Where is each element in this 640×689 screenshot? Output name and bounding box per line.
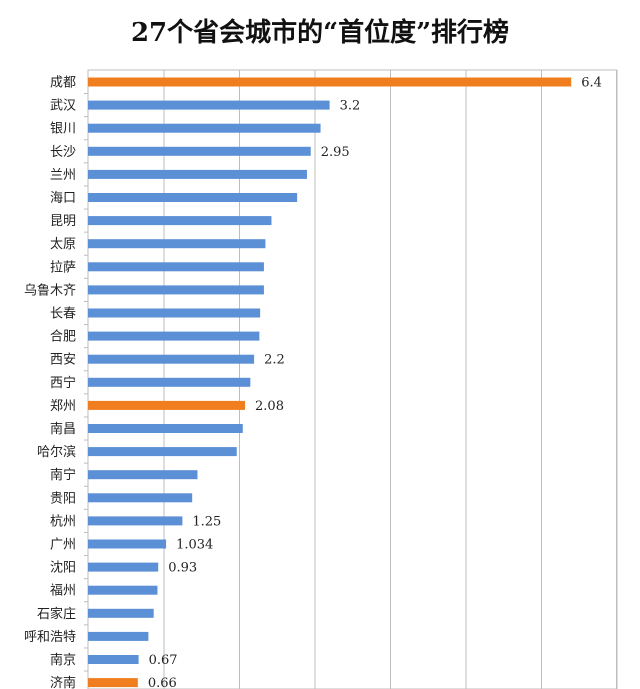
category-label: 广州 <box>50 538 76 553</box>
data-label: 3.2 <box>340 99 361 114</box>
bar <box>88 331 260 341</box>
category-label: 济南 <box>50 675 76 689</box>
data-label: 2.2 <box>264 353 285 368</box>
category-label: 南昌 <box>50 421 76 437</box>
bar <box>88 262 264 272</box>
highlighted-bar <box>88 678 138 688</box>
bar <box>88 470 198 480</box>
category-label: 呼和浩特 <box>24 630 76 645</box>
category-label: 杭州 <box>50 514 76 529</box>
bar <box>88 608 154 618</box>
bar <box>88 585 158 595</box>
bar <box>88 562 159 572</box>
category-label: 南京 <box>50 652 76 668</box>
category-label: 昆明 <box>50 214 76 229</box>
category-label: 乌鲁木齐 <box>24 282 76 298</box>
bar <box>88 123 321 133</box>
bar <box>88 655 139 664</box>
data-label: 6.4 <box>581 76 602 91</box>
bar <box>88 516 183 526</box>
highlighted-bar <box>88 77 572 87</box>
chart-title: 27个省会城市的“首位度”排行榜 <box>130 18 510 48</box>
bar <box>88 493 193 503</box>
bar <box>88 100 330 110</box>
category-label: 武汉 <box>50 99 76 114</box>
bar <box>88 447 237 457</box>
bar <box>88 193 298 202</box>
bar <box>88 239 266 249</box>
category-label: 合肥 <box>50 330 76 345</box>
category-label: 海口 <box>50 191 76 206</box>
bar <box>88 216 272 226</box>
data-label: 0.66 <box>148 676 177 689</box>
category-label: 兰州 <box>50 168 76 183</box>
bar <box>88 308 261 318</box>
bar <box>88 146 311 156</box>
category-label: 太原 <box>50 237 76 252</box>
data-label: 1.034 <box>176 538 213 553</box>
highlighted-bar <box>88 400 246 410</box>
data-label: 0.93 <box>168 561 197 576</box>
category-label: 长春 <box>50 307 76 322</box>
category-label: 银川 <box>50 122 76 137</box>
data-label: 1.25 <box>192 514 221 529</box>
data-label: 2.95 <box>321 145 350 160</box>
category-label: 沈阳 <box>50 561 76 576</box>
bar <box>88 539 167 549</box>
category-label: 西安 <box>50 353 76 368</box>
bar <box>88 631 149 641</box>
data-label: 0.67 <box>149 653 178 668</box>
category-label: 石家庄 <box>37 606 76 622</box>
category-label: 西宁 <box>50 375 76 391</box>
bar <box>88 169 307 179</box>
category-label: 福州 <box>50 584 76 599</box>
category-label: 拉萨 <box>50 260 76 275</box>
bar <box>88 285 264 295</box>
category-label: 南宁 <box>50 467 76 483</box>
category-label: 长沙 <box>50 145 76 160</box>
category-label: 贵阳 <box>50 491 76 506</box>
category-label: 哈尔滨 <box>37 444 76 460</box>
category-label: 郑州 <box>50 399 76 414</box>
bar <box>88 354 255 364</box>
bar <box>88 424 243 433</box>
category-label: 成都 <box>50 76 76 91</box>
data-label: 2.08 <box>255 399 284 414</box>
bar <box>88 377 251 387</box>
